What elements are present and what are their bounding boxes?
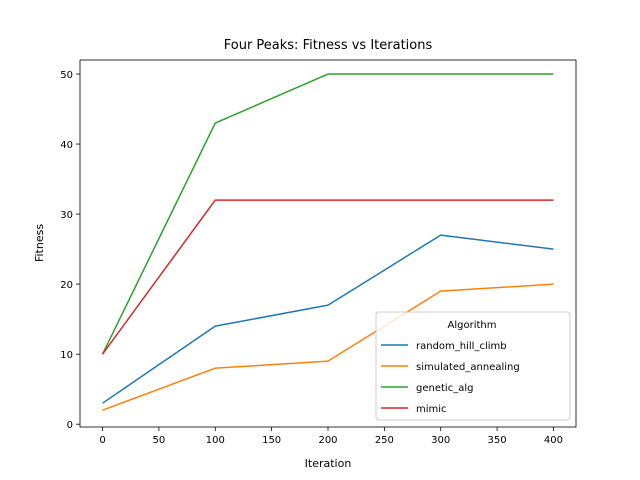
legend-label: random_hill_climb: [416, 341, 507, 352]
series-line-simulated-annealing: [102, 283, 554, 411]
x-tick-label: 150: [262, 435, 281, 446]
y-tick-label: 30: [60, 210, 73, 221]
legend-label: mimic: [416, 404, 447, 415]
legend-title: Algorithm: [448, 320, 497, 331]
y-tick-label: 40: [60, 140, 73, 151]
y-tick-label: 10: [60, 350, 73, 361]
x-tick-label: 250: [375, 435, 394, 446]
legend-label: simulated_annealing: [416, 362, 520, 373]
x-tick-label: 50: [153, 435, 166, 446]
x-axis-label: Iteration: [305, 457, 352, 470]
legend-label: genetic_alg: [416, 383, 473, 394]
series-line-genetic-alg: [101, 73, 554, 355]
x-tick-label: 0: [99, 435, 105, 446]
series-line-random-hill-climb: [102, 234, 554, 404]
x-tick-label: 400: [544, 435, 563, 446]
plot-area: 0 50 100 150 200 250 300 350 400 0 10 20 30 40 50: [60, 59, 577, 446]
legend: Algorithm random_hill_climb simulated_anne…: [375, 311, 571, 421]
series-line-mimic: [101, 199, 554, 355]
y-tick-label: 20: [60, 280, 73, 291]
y-tick-label: 50: [60, 70, 73, 81]
x-tick-label: 350: [488, 435, 507, 446]
chart-title: Four Peaks: Fitness vs Iterations: [224, 38, 433, 53]
x-tick-label: 200: [318, 435, 337, 446]
x-tick-label: 300: [431, 435, 450, 446]
legend-box: [375, 311, 571, 421]
y-axis-label: Fitness: [33, 224, 46, 262]
x-tick-label: 100: [206, 435, 225, 446]
y-tick-label: 0: [67, 420, 73, 431]
